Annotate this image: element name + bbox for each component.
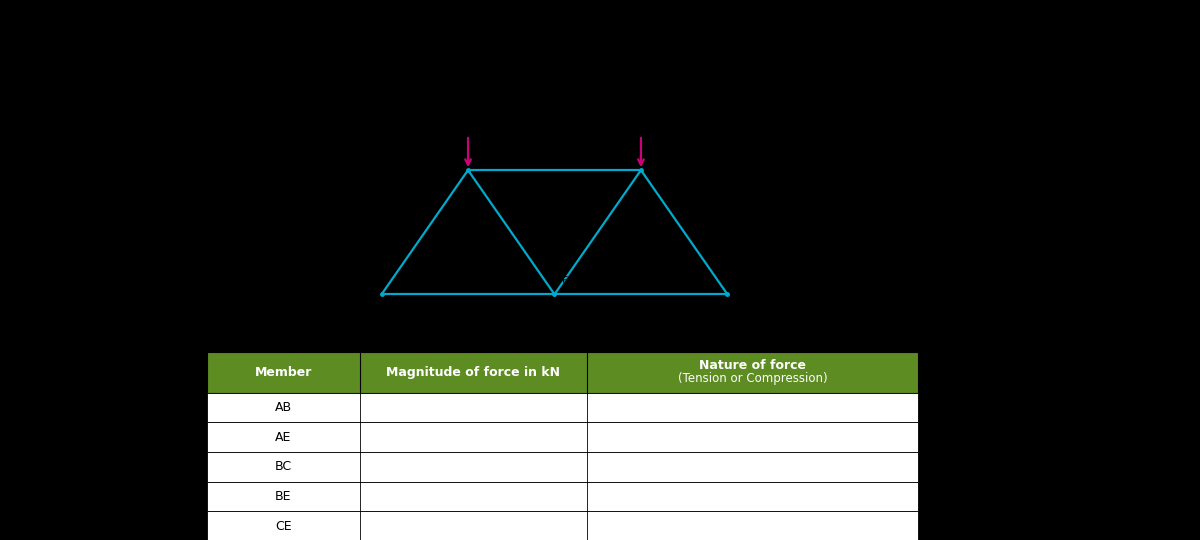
Bar — [206, 452, 918, 482]
Text: A: A — [361, 287, 370, 300]
Bar — [206, 352, 918, 393]
Text: 2 kN: 2 kN — [455, 116, 481, 129]
Text: 60°: 60° — [413, 284, 432, 294]
Text: (Tension or Compression): (Tension or Compression) — [678, 372, 828, 386]
Text: 1.  The figure below shows a Warren girder consisting of seven members each of 3: 1. The figure below shows a Warren girde… — [182, 14, 680, 26]
Bar — [206, 422, 918, 452]
Text: CE: CE — [275, 519, 292, 533]
Bar — [206, 511, 918, 540]
Text: B: B — [448, 157, 456, 170]
Text: AB: AB — [275, 401, 292, 414]
Text: 60°: 60° — [512, 276, 530, 286]
Text: E: E — [551, 303, 558, 316]
Text: 60°: 60° — [671, 284, 689, 294]
Bar — [206, 393, 918, 422]
Text: Nature of force: Nature of force — [700, 359, 806, 373]
Bar — [206, 482, 918, 511]
Text: the following:: the following: — [182, 70, 277, 83]
Text: 4 kN: 4 kN — [628, 116, 654, 129]
Text: b.  The forces in all the members of the girder, indicating whether the force is: b. The forces in all the members of the … — [182, 126, 668, 139]
Text: 60°: 60° — [562, 276, 580, 286]
Text: Member: Member — [254, 366, 312, 379]
Text: Magnitude of force in kN: Magnitude of force in kN — [386, 366, 560, 379]
Text: BE: BE — [275, 490, 292, 503]
Text: AE: AE — [275, 430, 292, 444]
Text: D: D — [734, 287, 744, 300]
Text: BC: BC — [275, 460, 292, 474]
Text: length freely supported at its end points. The girder is loaded at B and C as sh: length freely supported at its end point… — [182, 42, 712, 55]
Text: a.  The reactions at point A and D.: a. The reactions at point A and D. — [182, 98, 413, 111]
Text: compressive or tensile.: compressive or tensile. — [182, 154, 367, 167]
Text: Show your solution and then summarize your answers here:: Show your solution and then summarize yo… — [182, 332, 539, 345]
Text: 6 m: 6 m — [544, 326, 566, 339]
Text: C: C — [647, 157, 655, 170]
